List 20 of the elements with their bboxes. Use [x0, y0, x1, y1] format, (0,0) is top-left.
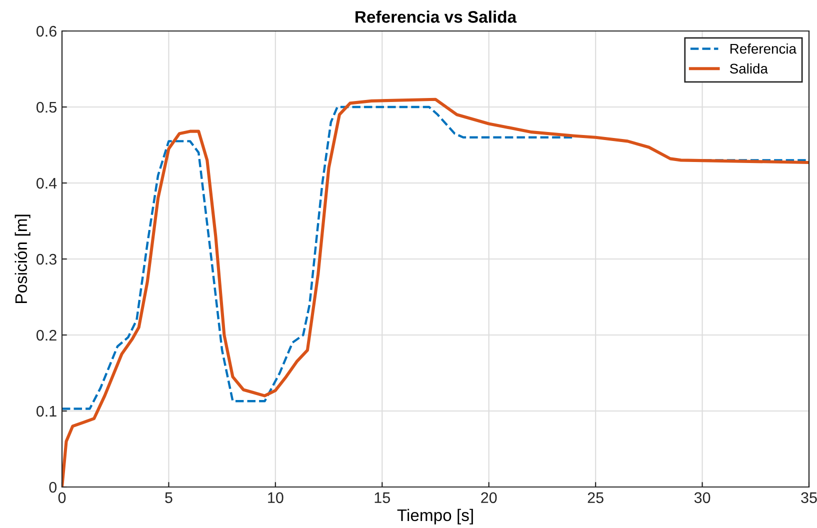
y-tick-label: 0.4	[36, 178, 57, 189]
chart-title: Referencia vs Salida	[356, 10, 517, 23]
x-tick-label: 25	[588, 492, 604, 504]
y-tick-label: 0.1	[36, 406, 56, 417]
y-tick-label: 0.2	[36, 330, 56, 341]
y-tick-label: 0.5	[36, 102, 56, 113]
y-tick-label: 0	[49, 482, 57, 493]
x-tick-label: 30	[694, 492, 710, 504]
x-tick-label: 35	[801, 492, 817, 504]
y-tick-label: 0.3	[36, 254, 56, 265]
y-tick-label: 0.6	[36, 26, 56, 37]
x-tick-label: 15	[374, 492, 390, 504]
x-tick-label: 5	[165, 492, 172, 504]
legend-label: Referencia	[730, 44, 797, 54]
x-tick-label: 20	[481, 492, 497, 504]
x-tick-label: 10	[268, 492, 284, 504]
y-axis-title: Posición [m]	[14, 214, 30, 304]
legend-label: Salida	[730, 63, 768, 74]
x-tick-label: 0	[58, 492, 66, 504]
x-axis-title: Tiempo [s]	[397, 508, 473, 524]
